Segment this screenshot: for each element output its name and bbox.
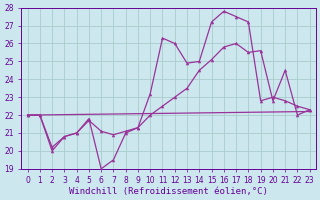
X-axis label: Windchill (Refroidissement éolien,°C): Windchill (Refroidissement éolien,°C) xyxy=(69,187,268,196)
